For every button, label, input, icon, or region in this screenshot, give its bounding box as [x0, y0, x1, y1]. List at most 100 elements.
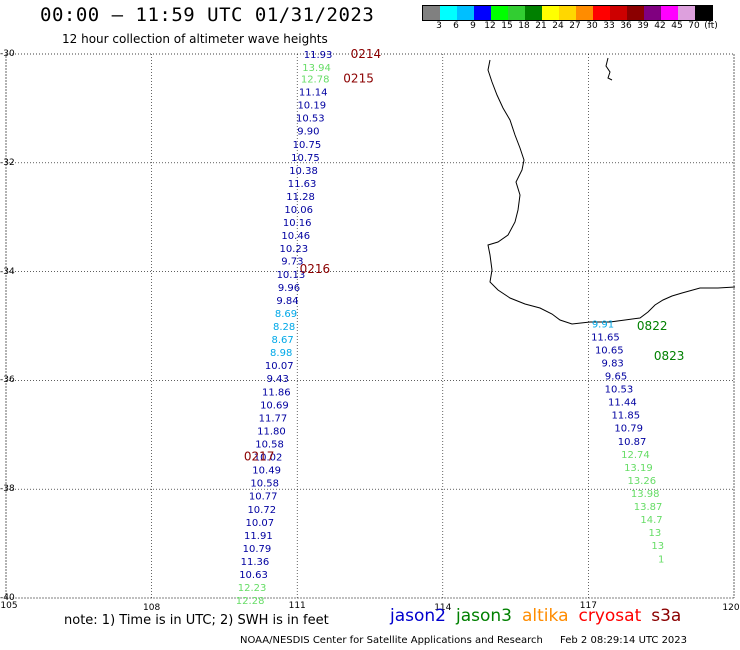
wave-height-value: 13	[651, 541, 664, 552]
wave-height-value: 13.87	[634, 502, 663, 513]
wave-height-value: 8.28	[273, 322, 295, 333]
wave-height-value: 11.86	[262, 387, 291, 398]
track-time-label: 0215	[343, 71, 374, 85]
island-mark	[605, 57, 613, 81]
colorbar-label: 15	[501, 21, 513, 31]
wave-height-value: 10.06	[284, 205, 313, 216]
track-time-label: 0217	[244, 450, 275, 464]
wave-height-value: 10.75	[291, 153, 320, 164]
coastline	[487, 57, 736, 325]
legend-item-altika: altika	[522, 606, 569, 626]
colorbar-label: 3	[436, 21, 442, 31]
footer-note: note: 1) Time is in UTC; 2) SWH is in fe…	[64, 613, 329, 628]
legend-item-cryosat: cryosat	[578, 606, 642, 626]
wave-height-value: 9.43	[267, 374, 289, 385]
longitude-tick-label: 105	[0, 601, 18, 611]
longitude-tick-label: 108	[143, 603, 161, 613]
wave-height-value: 8.69	[275, 309, 297, 320]
wave-height-value: 13	[649, 528, 662, 539]
wave-height-value: 11.77	[259, 413, 288, 424]
colorbar-swatch	[474, 6, 491, 20]
wave-height-value: 10.02	[254, 453, 283, 464]
longitude-tick-label: 120	[722, 603, 740, 613]
colorbar-swatch	[542, 6, 559, 20]
wave-height-colorbar	[422, 5, 713, 21]
colorbar-swatch	[423, 6, 440, 20]
wave-height-value: 10.07	[246, 518, 275, 529]
footer-credit: NOAA/NESDIS Center for Satellite Applica…	[240, 635, 687, 646]
colorbar-swatch	[593, 6, 610, 20]
latitude-tick-label: -36	[0, 375, 15, 386]
colorbar-label: 33	[603, 21, 615, 31]
colorbar-label: 45	[671, 21, 683, 31]
wave-height-value: 13.94	[302, 63, 331, 74]
wave-height-value: 10.63	[239, 570, 268, 581]
wave-height-value: 12.23	[238, 583, 267, 594]
colorbar-label: 21	[535, 21, 547, 31]
australia-coastline	[487, 59, 736, 325]
wave-height-value: 11.36	[241, 557, 270, 568]
latitude-tick-label: -38	[0, 484, 15, 495]
wave-height-value: 9.65	[605, 372, 627, 383]
wave-height-value: 9.90	[297, 127, 319, 138]
track-time-labels: 0214 0215 0216 0217 0822 0823	[244, 47, 685, 464]
map-grid	[5, 53, 735, 599]
colorbar-swatch	[610, 6, 627, 20]
wave-height-value: 11.14	[299, 88, 328, 99]
colorbar-label: 12	[484, 21, 496, 31]
wave-height-value: 10.53	[296, 114, 325, 125]
colorbar-swatch	[644, 6, 661, 20]
legend-item-jason2: jason2	[390, 606, 446, 626]
generated-date: Feb 2 08:29:14 UTC 2023	[560, 635, 688, 646]
colorbar-label: 24	[552, 21, 564, 31]
colorbar-swatch	[559, 6, 576, 20]
wave-height-value: 9.84	[276, 296, 298, 307]
track-time-label: 0214	[351, 47, 382, 61]
legend-item-s3a: s3a	[651, 606, 682, 626]
wave-height-value: 11.91	[244, 531, 273, 542]
wave-height-value: 10.87	[618, 437, 647, 448]
latitude-tick-label: -32	[0, 157, 15, 168]
track-time-label: 0823	[654, 349, 685, 363]
colorbar-swatch	[678, 6, 695, 20]
wave-height-value: 10.75	[293, 140, 322, 151]
wave-height-value: 10.72	[247, 505, 276, 516]
wave-height-value: 9.91	[592, 319, 614, 330]
colorbar-swatch	[576, 6, 593, 20]
wave-height-value: 8.98	[270, 348, 292, 359]
colorbar-swatch	[440, 6, 457, 20]
map-subtitle: 12 hour collection of altimeter wave hei…	[62, 32, 328, 46]
wave-height-value: 9.96	[278, 283, 300, 294]
wave-height-value: 14.7	[640, 515, 662, 526]
colorbar-swatch	[525, 6, 542, 20]
wave-height-value: 12.78	[301, 74, 330, 85]
wave-height-value: 10.16	[283, 218, 312, 229]
wave-height-value: 10.69	[260, 400, 289, 411]
wave-height-value: 10.46	[281, 231, 310, 242]
credit-text: NOAA/NESDIS Center for Satellite Applica…	[240, 635, 543, 646]
wave-height-value: 1	[658, 554, 664, 565]
wave-height-value: 11.63	[288, 179, 317, 190]
colorbar-swatch	[491, 6, 508, 20]
latitude-tick-label: -34	[0, 266, 15, 277]
wave-height-value: 11.28	[286, 192, 315, 203]
colorbar-label: 30	[586, 21, 598, 31]
wave-height-value: 11.80	[257, 426, 286, 437]
longitude-tick-label: 114	[434, 603, 452, 613]
colorbar-label: 18	[518, 21, 530, 31]
colorbar-label: (ft)	[704, 21, 718, 31]
wave-height-value: 11.65	[591, 332, 620, 343]
colorbar-label: 42	[654, 21, 666, 31]
wave-height-value: 10.58	[250, 479, 279, 490]
wave-height-value: 13.19	[624, 463, 653, 474]
wave-height-value: 11.93	[304, 50, 333, 61]
latitude-tick-label: -30	[0, 49, 15, 59]
colorbar-label: 70	[688, 21, 700, 31]
wave-height-value: 8.67	[272, 335, 294, 346]
legend-item-jason3: jason3	[456, 606, 512, 626]
wave-height-value: 11.44	[608, 398, 637, 409]
wave-height-value: 13.26	[627, 476, 656, 487]
colorbar-label: 39	[637, 21, 649, 31]
